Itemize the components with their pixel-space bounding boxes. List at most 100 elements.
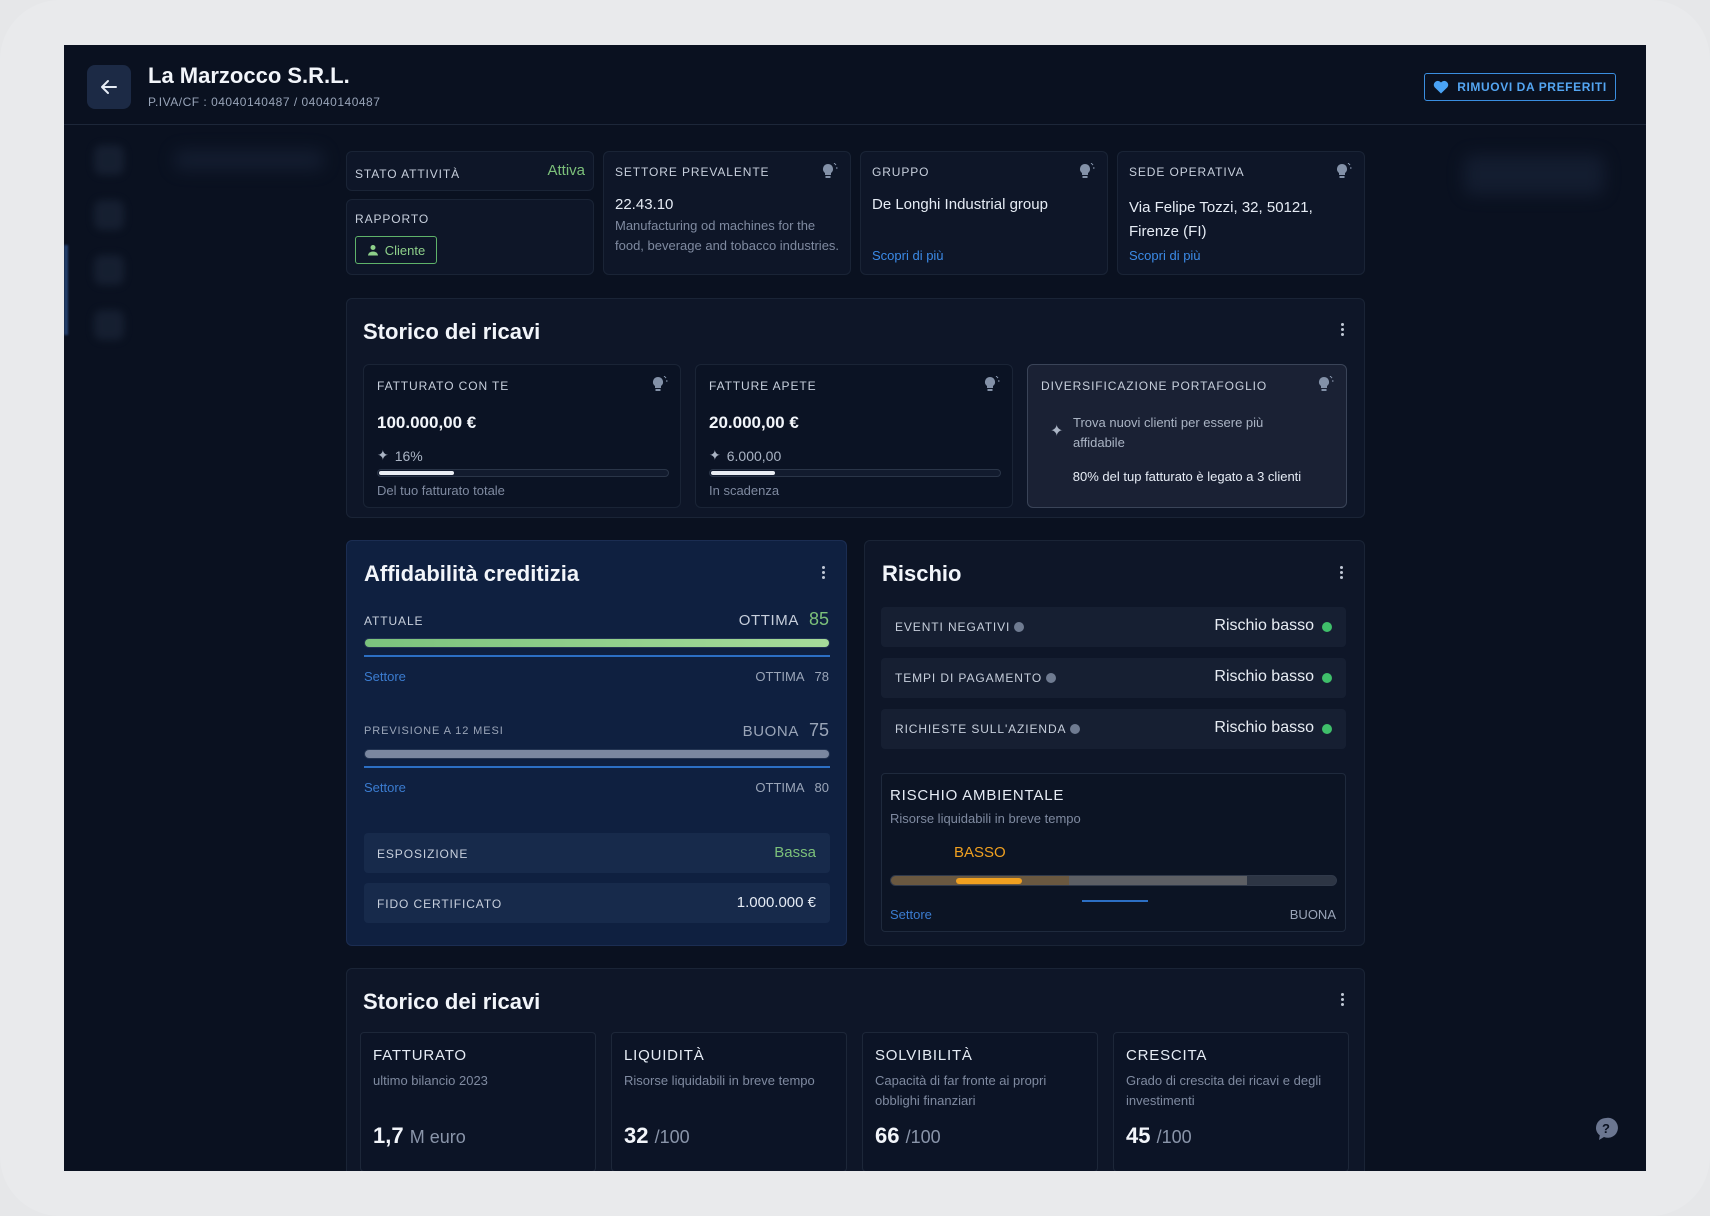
lightbulb-icon[interactable]: [820, 162, 840, 182]
lightbulb-icon[interactable]: [650, 375, 670, 395]
risk-row-label-wrap: EVENTI NEGATIVI: [895, 620, 1024, 634]
fatture-amount: 6.000,00: [727, 448, 782, 464]
risk-value: Rischio basso: [1214, 719, 1314, 737]
lightbulb-icon[interactable]: [982, 375, 1002, 395]
gruppo-label: GRUPPO: [872, 165, 929, 179]
previsione-rating: BUONA: [743, 723, 799, 740]
metric-value: 32: [624, 1123, 648, 1148]
status-dot: [1322, 673, 1332, 683]
background-button-block: [1464, 155, 1604, 195]
lightbulb-icon[interactable]: [1334, 162, 1354, 182]
metric-card-fatturato[interactable]: FATTURATO ultimo bilancio 2023 1,7 M eur…: [360, 1032, 596, 1171]
gruppo-link[interactable]: Scopri di più: [872, 248, 944, 263]
gruppo-value: De Longhi Industrial group: [872, 196, 1048, 213]
metric-value: 1,7: [373, 1123, 404, 1148]
attuale-score-bar: [364, 638, 830, 648]
affidabilita-more-icon[interactable]: [822, 566, 826, 581]
back-button[interactable]: [87, 65, 131, 109]
rischio-more-icon[interactable]: [1340, 566, 1344, 581]
company-tax-id: P.IVA/CF : 04040140487 / 04040140487: [148, 95, 380, 109]
attuale-settore-label: Settore: [364, 669, 406, 684]
attuale-score-fill: [365, 639, 829, 647]
stato-value: Attiva: [547, 162, 585, 179]
info-icon[interactable]: [1046, 673, 1056, 683]
fido-label: FIDO CERTIFICATO: [377, 897, 502, 911]
info-icon[interactable]: [1014, 622, 1024, 632]
rischio-panel: Rischio EVENTI NEGATIVI Rischio basso TE…: [864, 540, 1365, 946]
metric-value-row: 66 /100: [875, 1123, 941, 1149]
ambientale-level: BASSO: [954, 844, 1006, 861]
metric-value-row: 32 /100: [624, 1123, 690, 1149]
sede-link[interactable]: Scopri di più: [1129, 248, 1201, 263]
esposizione-value: Bassa: [774, 844, 816, 861]
settore-code: 22.43.10: [615, 196, 673, 213]
risk-label: EVENTI NEGATIVI: [895, 620, 1010, 634]
svg-text:?: ?: [1602, 1121, 1610, 1136]
metric-title: FATTURATO: [373, 1047, 467, 1064]
fatturato-note: Del tuo fatturato totale: [377, 483, 505, 498]
rapporto-value: Cliente: [385, 243, 425, 258]
sede-value: Via Felipe Tozzi, 32, 50121, Firenze (FI…: [1129, 196, 1354, 244]
fatture-progress: [709, 469, 1001, 477]
metric-unit: /100: [655, 1127, 690, 1147]
sparkle-icon: ✦: [709, 447, 721, 464]
app-screen: La Marzocco S.R.L. P.IVA/CF : 0404014048…: [64, 45, 1646, 1171]
metric-card-solvibilita[interactable]: SOLVIBILITÀ Capacità di far fronte ai pr…: [862, 1032, 1098, 1171]
rischio-title: Rischio: [882, 561, 961, 587]
ambientale-settore-rating: BUONA: [1290, 907, 1336, 922]
previsione-score-row: BUONA 75: [743, 720, 829, 741]
ambientale-marker: [956, 878, 1022, 884]
metric-value: 45: [1126, 1123, 1150, 1148]
fatture-value: 20.000,00 €: [709, 413, 799, 433]
metric-value-row: 1,7 M euro: [373, 1123, 466, 1149]
info-icon[interactable]: [1070, 724, 1080, 734]
risk-row-eventi[interactable]: EVENTI NEGATIVI Rischio basso: [881, 607, 1346, 647]
metric-value-row: 45 /100: [1126, 1123, 1192, 1149]
attuale-score-row: OTTIMA 85: [739, 609, 829, 630]
lightbulb-icon[interactable]: [1077, 162, 1097, 182]
affidabilita-panel: Affidabilità creditizia ATTUALE OTTIMA 8…: [346, 540, 847, 946]
fatture-amount-row: ✦ 6.000,00: [709, 447, 781, 464]
heart-icon: [1433, 80, 1449, 94]
attuale-label: ATTUALE: [364, 614, 423, 628]
previsione-score-bar: [364, 749, 830, 759]
help-icon[interactable]: ?: [1594, 1117, 1618, 1141]
storico-title: Storico dei ricavi: [363, 319, 540, 345]
metric-value: 66: [875, 1123, 899, 1148]
attuale-settore-line: [364, 655, 830, 657]
company-name: La Marzocco S.R.L.: [148, 63, 350, 89]
settore-description: Manufacturing od machines for the food, …: [615, 216, 845, 256]
rapporto-badge: Cliente: [355, 236, 437, 264]
storico-more-icon[interactable]: [1341, 323, 1345, 338]
risk-row-richieste[interactable]: RICHIESTE SULL'AZIENDA Rischio basso: [881, 709, 1346, 749]
page-header: La Marzocco S.R.L. P.IVA/CF : 0404014048…: [64, 45, 1646, 125]
risk-label: TEMPI DI PAGAMENTO: [895, 671, 1042, 685]
lightbulb-icon[interactable]: [1316, 375, 1336, 395]
metric-title: LIQUIDITÀ: [624, 1047, 705, 1064]
fatture-note: In scadenza: [709, 483, 779, 498]
background-sidebar-icon: [94, 255, 124, 285]
storico2-more-icon[interactable]: [1341, 993, 1345, 1008]
risk-row-label-wrap: RICHIESTE SULL'AZIENDA: [895, 722, 1080, 736]
previsione-score-fill: [365, 750, 829, 758]
ambientale-scale: [890, 875, 1337, 886]
previsione-settore-score-row: OTTIMA 80: [755, 780, 829, 795]
arrow-left-icon: [99, 77, 119, 97]
risk-row-label-wrap: TEMPI DI PAGAMENTO: [895, 671, 1056, 685]
rapporto-label: RAPPORTO: [355, 212, 429, 226]
esposizione-label: ESPOSIZIONE: [377, 847, 468, 861]
sparkle-icon: ✦: [377, 447, 389, 464]
background-sidebar-icon: [94, 200, 124, 230]
rapporto-card: RAPPORTO Cliente: [346, 199, 594, 275]
sede-card: SEDE OPERATIVA Via Felipe Tozzi, 32, 501…: [1117, 151, 1365, 275]
previsione-settore-score: 80: [815, 780, 829, 795]
user-icon: [367, 244, 379, 256]
remove-favorite-button[interactable]: RIMUOVI DA PREFERITI: [1424, 73, 1616, 101]
metric-card-liquidita[interactable]: LIQUIDITÀ Risorse liquidabili in breve t…: [611, 1032, 847, 1171]
diversificazione-hint: Trova nuovi clienti per essere più affid…: [1073, 413, 1313, 453]
risk-row-tempi[interactable]: TEMPI DI PAGAMENTO Rischio basso: [881, 658, 1346, 698]
previsione-label: PREVISIONE A 12 MESI: [364, 725, 504, 737]
ambientale-label: RISCHIO AMBIENTALE: [890, 787, 1064, 804]
metric-card-crescita[interactable]: CRESCITA Grado di crescita dei ricavi e …: [1113, 1032, 1349, 1171]
fatture-aperte-card: FATTURE APETE 20.000,00 € ✦ 6.000,00 In …: [695, 364, 1013, 508]
